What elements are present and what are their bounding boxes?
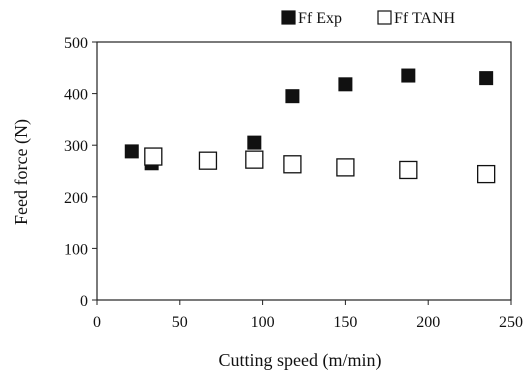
legend-marker-tanh	[377, 10, 392, 25]
y-tick-label: 200	[64, 190, 88, 207]
x-tick-label: 0	[93, 314, 101, 331]
data-point-exp	[285, 89, 300, 104]
x-tick-label: 50	[172, 314, 188, 331]
y-tick-labels: 0 100 200 300 400 500	[64, 35, 88, 310]
x-tick-label: 250	[499, 314, 523, 331]
x-tick-labels: 0 50 100 150 200 250	[93, 314, 523, 331]
y-tick-label: 100	[64, 241, 88, 258]
y-tick-label: 400	[64, 87, 88, 104]
data-point-tanh	[144, 147, 163, 166]
data-point-exp	[247, 135, 262, 150]
legend-label: Ff TANH	[394, 10, 456, 27]
x-tick-label: 150	[333, 314, 357, 331]
data-point-exp	[338, 77, 353, 92]
plot-area	[92, 41, 512, 305]
y-axis-label: Feed force (N)	[11, 119, 32, 225]
plot-frame	[96, 41, 512, 301]
x-tick-label: 200	[416, 314, 440, 331]
data-point-tanh	[283, 155, 302, 174]
data-point-tanh	[477, 164, 496, 184]
y-tick-label: 300	[64, 138, 88, 155]
data-point-exp	[479, 71, 494, 86]
y-tick-label: 500	[64, 35, 88, 52]
data-point-tanh	[399, 160, 418, 180]
legend-marker-exp	[281, 10, 296, 25]
data-point-exp	[124, 144, 139, 159]
x-axis-label: Cutting speed (m/min)	[219, 350, 382, 371]
y-tick-label: 0	[80, 293, 88, 310]
data-point-exp	[401, 68, 416, 83]
x-tick-label: 100	[251, 314, 275, 331]
data-point-tanh	[245, 150, 264, 169]
series-markers	[124, 68, 496, 184]
legend: Ff Exp Ff TANH	[281, 10, 456, 27]
data-point-tanh	[198, 151, 218, 170]
legend-label: Ff Exp	[298, 10, 342, 27]
data-point-tanh	[336, 158, 355, 177]
